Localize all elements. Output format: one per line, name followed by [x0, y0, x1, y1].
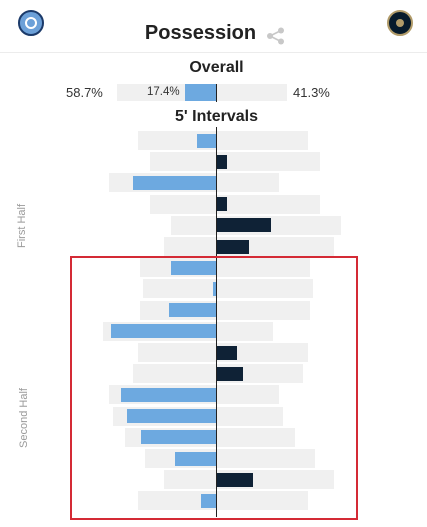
interval-away-bg	[216, 131, 309, 150]
header: Possession	[0, 0, 427, 53]
interval-away-bg	[216, 194, 321, 214]
home-possession-pct: 58.7%	[66, 85, 103, 100]
away-possession-pct: 41.3%	[293, 85, 330, 100]
second-half-label: Second Half	[18, 388, 30, 448]
interval-home-advantage-bar	[120, 387, 217, 402]
interval-home-bg	[170, 215, 217, 235]
interval-away-bg	[216, 449, 316, 468]
interval-home-advantage-bar	[110, 324, 217, 339]
page-title: Possession	[144, 22, 257, 44]
interval-away-advantage-bar	[216, 197, 227, 212]
interval-away-advantage-bar	[216, 218, 271, 233]
interval-away-bg	[216, 343, 309, 362]
interval-home-bg	[150, 152, 217, 172]
overall-center-axis	[216, 84, 217, 102]
interval-away-advantage-bar	[216, 366, 243, 381]
interval-home-advantage-bar	[196, 133, 217, 148]
interval-home-advantage-bar	[200, 493, 217, 508]
first-half-label: First Half	[16, 204, 28, 248]
interval-home-advantage-bar	[126, 409, 217, 424]
interval-away-advantage-bar	[216, 154, 227, 169]
interval-away-bg	[216, 300, 310, 320]
share-icon[interactable]	[266, 27, 286, 45]
interval-away-bg	[216, 152, 321, 172]
intervals-center-axis	[216, 127, 217, 517]
interval-home-bg	[133, 364, 217, 384]
interval-home-bg	[150, 194, 217, 214]
overall-away-bg	[216, 84, 287, 101]
interval-away-bg	[216, 385, 280, 405]
interval-away-advantage-bar	[216, 472, 253, 487]
interval-home-advantage-bar	[140, 430, 217, 445]
interval-away-bg	[216, 173, 280, 193]
intervals-label: 5' Intervals	[175, 108, 258, 125]
overall-label: Overall	[189, 59, 244, 76]
interval-home-advantage-bar	[170, 260, 217, 275]
interval-home-advantage-bar	[132, 175, 217, 190]
interval-home-bg	[138, 491, 217, 511]
interval-away-bg	[216, 258, 310, 278]
interval-away-bg	[216, 427, 295, 447]
overall-advantage-label: 17.4%	[147, 86, 180, 98]
interval-away-bg	[216, 279, 314, 299]
interval-away-bg	[216, 491, 309, 511]
philadelphia-union-crest-icon	[387, 10, 413, 36]
overall-home-advantage-bar	[185, 84, 217, 101]
interval-away-bg	[216, 321, 273, 341]
nycfc-crest-icon	[18, 10, 44, 36]
interval-home-bg	[138, 343, 217, 362]
interval-home-bg	[143, 279, 217, 299]
interval-home-advantage-bar	[168, 303, 217, 318]
interval-home-bg	[163, 470, 217, 490]
interval-away-advantage-bar	[216, 345, 237, 360]
interval-away-bg	[216, 406, 283, 426]
interval-home-bg	[163, 237, 217, 256]
interval-home-advantage-bar	[212, 281, 217, 296]
interval-home-advantage-bar	[174, 451, 217, 466]
interval-away-advantage-bar	[216, 239, 249, 254]
